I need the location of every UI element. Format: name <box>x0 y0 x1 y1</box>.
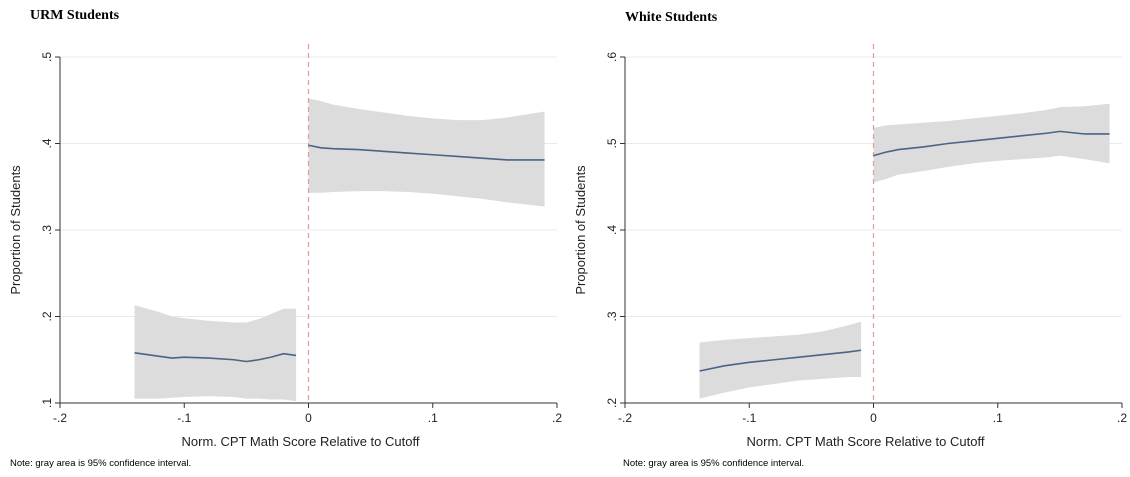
urm-students-chart: .1 .2 .3 .4 .5 -.2 -.1 0 .1 .2 Norm. CPT Math Scor… <box>8 44 562 449</box>
x-tick-label: .1 <box>428 411 438 425</box>
x-tick-label: .2 <box>1117 411 1127 425</box>
y-tick-label: .5 <box>40 52 54 62</box>
y-tick-label: .5 <box>605 138 619 148</box>
x-axis-title: Norm. CPT Math Score Relative to Cutoff <box>182 434 420 449</box>
x-tick-label: -.2 <box>618 411 632 425</box>
panel-title: URM Students <box>30 8 120 23</box>
fitted-line-right <box>308 144 545 161</box>
confidence-band-left <box>699 321 862 399</box>
chart-note: Note: gray area is 95% confidence interv… <box>623 458 805 469</box>
y-tick-label: .4 <box>605 225 619 235</box>
confidence-band-right <box>308 98 545 207</box>
y-tick-label: .2 <box>40 311 54 321</box>
confidence-band-left <box>134 305 297 402</box>
y-tick-label: .1 <box>40 398 54 408</box>
urm-students-panel: URM Students .1 .2 .3 .4 .5 -.2 -.1 0 .1 .2 Norm. … <box>8 8 562 469</box>
y-tick-label: .3 <box>605 311 619 321</box>
x-axis-title: Norm. CPT Math Score Relative to Cutoff <box>747 434 985 449</box>
x-tick-label: -.1 <box>177 411 191 425</box>
y-tick-label: .2 <box>605 398 619 408</box>
x-tick-label: -.2 <box>53 411 67 425</box>
panel-title: White Students <box>625 10 718 25</box>
fitted-line-right <box>873 130 1110 157</box>
x-tick-label: -.1 <box>742 411 756 425</box>
y-tick-label: .6 <box>605 52 619 62</box>
white-students-panel: White Students .2 .3 .4 .5 .6 -.2 -.1 0 .1 .2 Norm… <box>565 0 1130 477</box>
y-tick-label: .3 <box>40 225 54 235</box>
x-tick-label: .2 <box>552 411 562 425</box>
white-students-chart: .2 .3 .4 .5 .6 -.2 -.1 0 .1 .2 Norm. CPT Math Scor… <box>573 44 1127 449</box>
fitted-line-left <box>699 349 862 372</box>
x-tick-label: 0 <box>305 411 312 425</box>
x-tick-label: .1 <box>993 411 1003 425</box>
y-axis-title: Proportion of Students <box>573 165 588 295</box>
x-tick-label: 0 <box>870 411 877 425</box>
chart-note: Note: gray area is 95% confidence interv… <box>10 458 192 469</box>
confidence-band-right <box>873 103 1110 183</box>
y-tick-label: .4 <box>40 138 54 148</box>
fitted-line-left <box>134 352 297 363</box>
y-axis-title: Proportion of Students <box>8 165 23 295</box>
